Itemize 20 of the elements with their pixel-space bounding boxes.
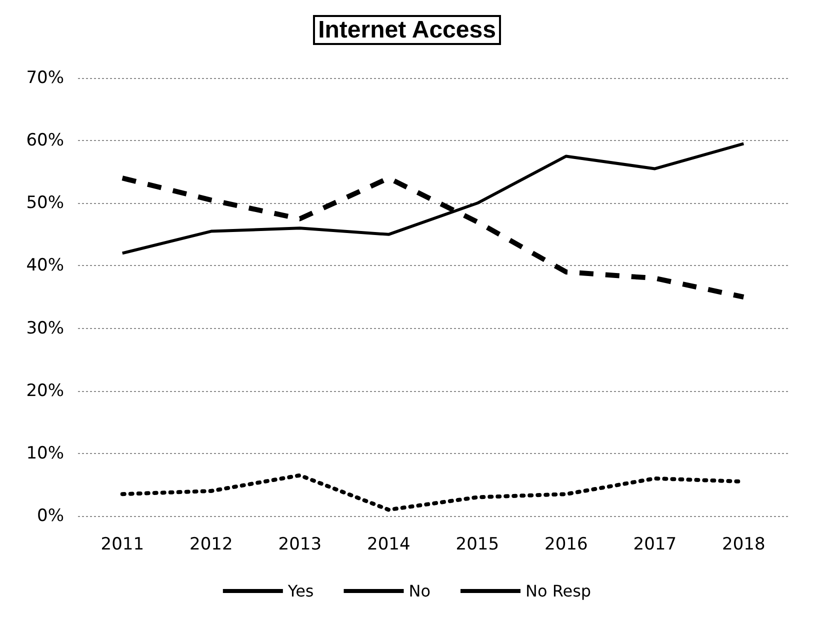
legend-label: No [408,582,431,600]
y-tick-label: 40% [26,256,64,276]
x-tick-label: 2018 [722,534,766,554]
y-tick-label: 70% [26,68,64,88]
legend-label: No Resp [526,582,592,600]
x-tick-label: 2015 [456,534,500,554]
y-tick-label: 60% [26,130,64,151]
x-tick-label: 2016 [544,534,588,554]
y-tick-label: 10% [26,443,64,464]
x-tick-label: 2014 [366,534,410,554]
x-tick-label: 2011 [100,534,144,554]
x-tick-label: 2013 [278,534,322,554]
y-tick-label: 50% [26,193,64,214]
y-tick-label: 30% [26,318,64,338]
legend-label: Yes [286,582,314,600]
chart-title: Internet Access [318,16,496,44]
y-tick-label: 20% [26,380,64,401]
x-tick-label: 2017 [633,534,677,554]
x-tick-label: 2012 [189,534,233,554]
y-tick-label: 0% [37,506,64,526]
